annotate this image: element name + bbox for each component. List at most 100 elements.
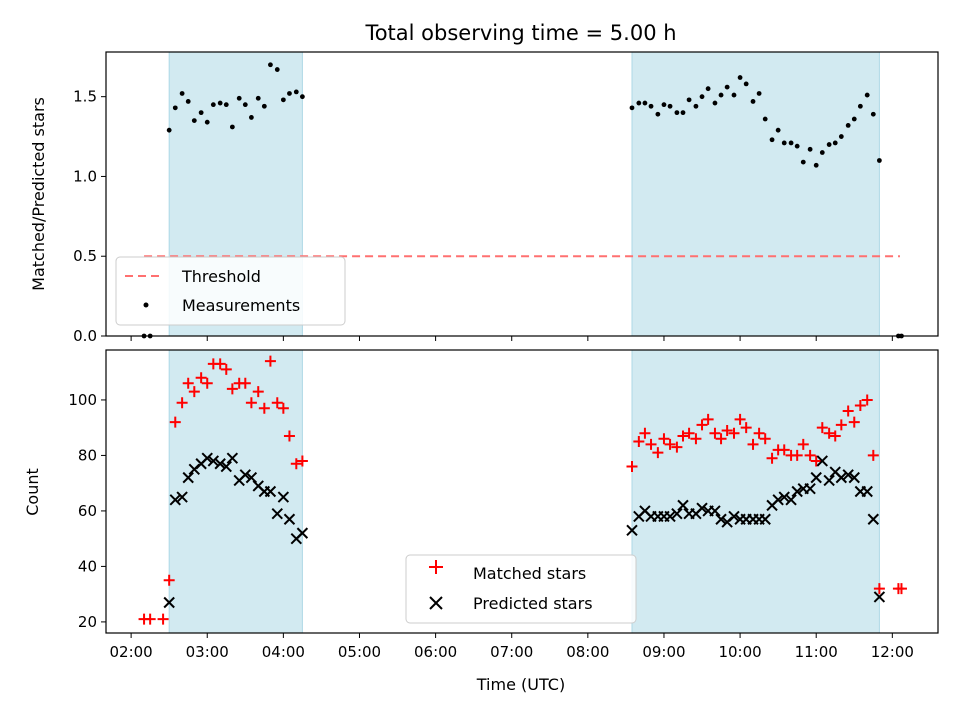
- x-tick-label: 12:00: [871, 643, 914, 661]
- x-tick-label: 05:00: [338, 643, 381, 661]
- matched-star-point: [778, 444, 790, 456]
- predicted-star-point: [696, 502, 708, 514]
- matched-star-point: [645, 438, 657, 450]
- predicted-star-point: [664, 510, 676, 523]
- measurement-point: [223, 102, 229, 108]
- matched-star-point: [842, 405, 854, 417]
- measurement-point: [686, 97, 692, 103]
- predicted-legend-label: Predicted stars: [473, 594, 593, 613]
- measurements-legend-label: Measurements: [182, 296, 300, 315]
- ratio-legend-box: [115, 256, 346, 326]
- matched-star-point: [664, 438, 676, 450]
- y-tick-label: 0.0: [73, 327, 97, 345]
- x-tick-label: 11:00: [795, 643, 838, 661]
- matched-star-point: [157, 613, 169, 625]
- predicted-star-point: [271, 507, 283, 520]
- predicted-star-point: [842, 469, 854, 481]
- count-panel-ylabel: Count: [23, 468, 42, 516]
- x-tick-label: 06:00: [414, 643, 457, 661]
- y-tick-label: 1.5: [73, 88, 97, 106]
- matched-star-point: [766, 452, 778, 464]
- measurement-point: [648, 103, 654, 109]
- matched-star-point: [823, 427, 835, 439]
- matched-star-point: [226, 383, 238, 395]
- count-panel-y-ticks: 20 40 60 80 100: [68, 391, 106, 631]
- predicted-star-point: [169, 494, 181, 506]
- measurement-point: [743, 81, 749, 87]
- measurement-point: [293, 89, 299, 95]
- matched-legend-swatch: [429, 560, 443, 574]
- matched-star-point: [252, 386, 264, 398]
- measurement-point: [819, 150, 825, 155]
- measurement-point: [655, 111, 661, 117]
- ratio-panel-y-ticks: 0.0 0.5 1.0 1.5: [73, 88, 106, 345]
- measurement-point: [781, 140, 787, 146]
- matched-legend-label: Matched stars: [473, 564, 586, 583]
- x-axis-label: Time (UTC): [476, 675, 565, 694]
- predicted-star-point: [163, 596, 175, 609]
- measurement-point: [198, 110, 204, 116]
- measurement-point: [737, 75, 743, 80]
- observing-window: [631, 349, 880, 634]
- measurement-point: [705, 86, 711, 92]
- predicted-star-point: [264, 485, 277, 498]
- predicted-star-point: [671, 507, 683, 520]
- y-tick-label: 60: [78, 502, 97, 520]
- measurement-point: [172, 105, 178, 111]
- measurement-point: [750, 99, 756, 104]
- matched-star-point: [296, 455, 308, 467]
- matched-star-point: [639, 427, 651, 439]
- matched-star-point: [182, 377, 194, 389]
- measurement-point: [699, 94, 705, 100]
- measurement-point: [769, 137, 775, 143]
- count-panel: 20 40 60 80 100 02:00 03:00 04:00 05:00 06:00 07:…: [23, 349, 939, 661]
- matched-star-point: [709, 427, 721, 439]
- matched-star-point: [245, 397, 257, 409]
- matched-star-point: [176, 397, 188, 409]
- matched-star-point: [264, 355, 276, 367]
- measurement-point: [712, 100, 718, 106]
- matched-star-point: [188, 386, 200, 398]
- measurement-point: [280, 97, 286, 103]
- matched-star-point: [677, 430, 689, 442]
- count-panel-legend: Matched stars Predicted stars: [405, 554, 637, 624]
- matched-star-point: [753, 427, 765, 439]
- measurement-point: [724, 84, 730, 90]
- matched-star-point: [715, 433, 727, 445]
- measurement-point: [179, 91, 185, 96]
- matched-star-point: [728, 427, 740, 439]
- y-tick-label: 40: [78, 557, 97, 575]
- predicted-star-point: [848, 471, 860, 484]
- measurement-point: [236, 95, 242, 101]
- measurement-point: [756, 91, 762, 96]
- measurement-point: [210, 102, 216, 108]
- threshold-legend-label: Threshold: [181, 267, 261, 286]
- ratio-panel-frame: [105, 51, 939, 337]
- predicted-star-point: [677, 499, 689, 512]
- matched-star-point: [867, 449, 879, 461]
- predicted-star-point: [296, 527, 309, 539]
- measurement-point: [248, 115, 254, 120]
- matched-star-point: [195, 372, 207, 384]
- matched-star-point: [759, 433, 771, 445]
- predicted-star-point: [785, 494, 797, 506]
- matched-star-point: [258, 402, 270, 414]
- measurement-point: [661, 102, 667, 108]
- predicted-star-point: [778, 491, 790, 503]
- matched-star-point: [169, 416, 181, 428]
- measurement-point: [204, 119, 210, 125]
- ratio-panel-ylabel: Matched/Predicted stars: [29, 97, 48, 291]
- predicted-star-points: [163, 452, 886, 609]
- chart-title: Total observing time = 5.00 h: [364, 21, 676, 45]
- matched-star-point: [810, 455, 822, 467]
- measurement-point: [287, 91, 292, 96]
- matched-star-point: [239, 377, 251, 389]
- count-panel-frame: [105, 349, 939, 634]
- measurement-point: [762, 116, 768, 122]
- x-tick-label: 08:00: [566, 643, 609, 661]
- predicted-star-point: [226, 452, 239, 464]
- predicted-star-point: [182, 471, 194, 484]
- measurement-point: [642, 100, 648, 106]
- predicted-legend-swatch: [429, 596, 443, 610]
- matched-star-point: [791, 449, 803, 461]
